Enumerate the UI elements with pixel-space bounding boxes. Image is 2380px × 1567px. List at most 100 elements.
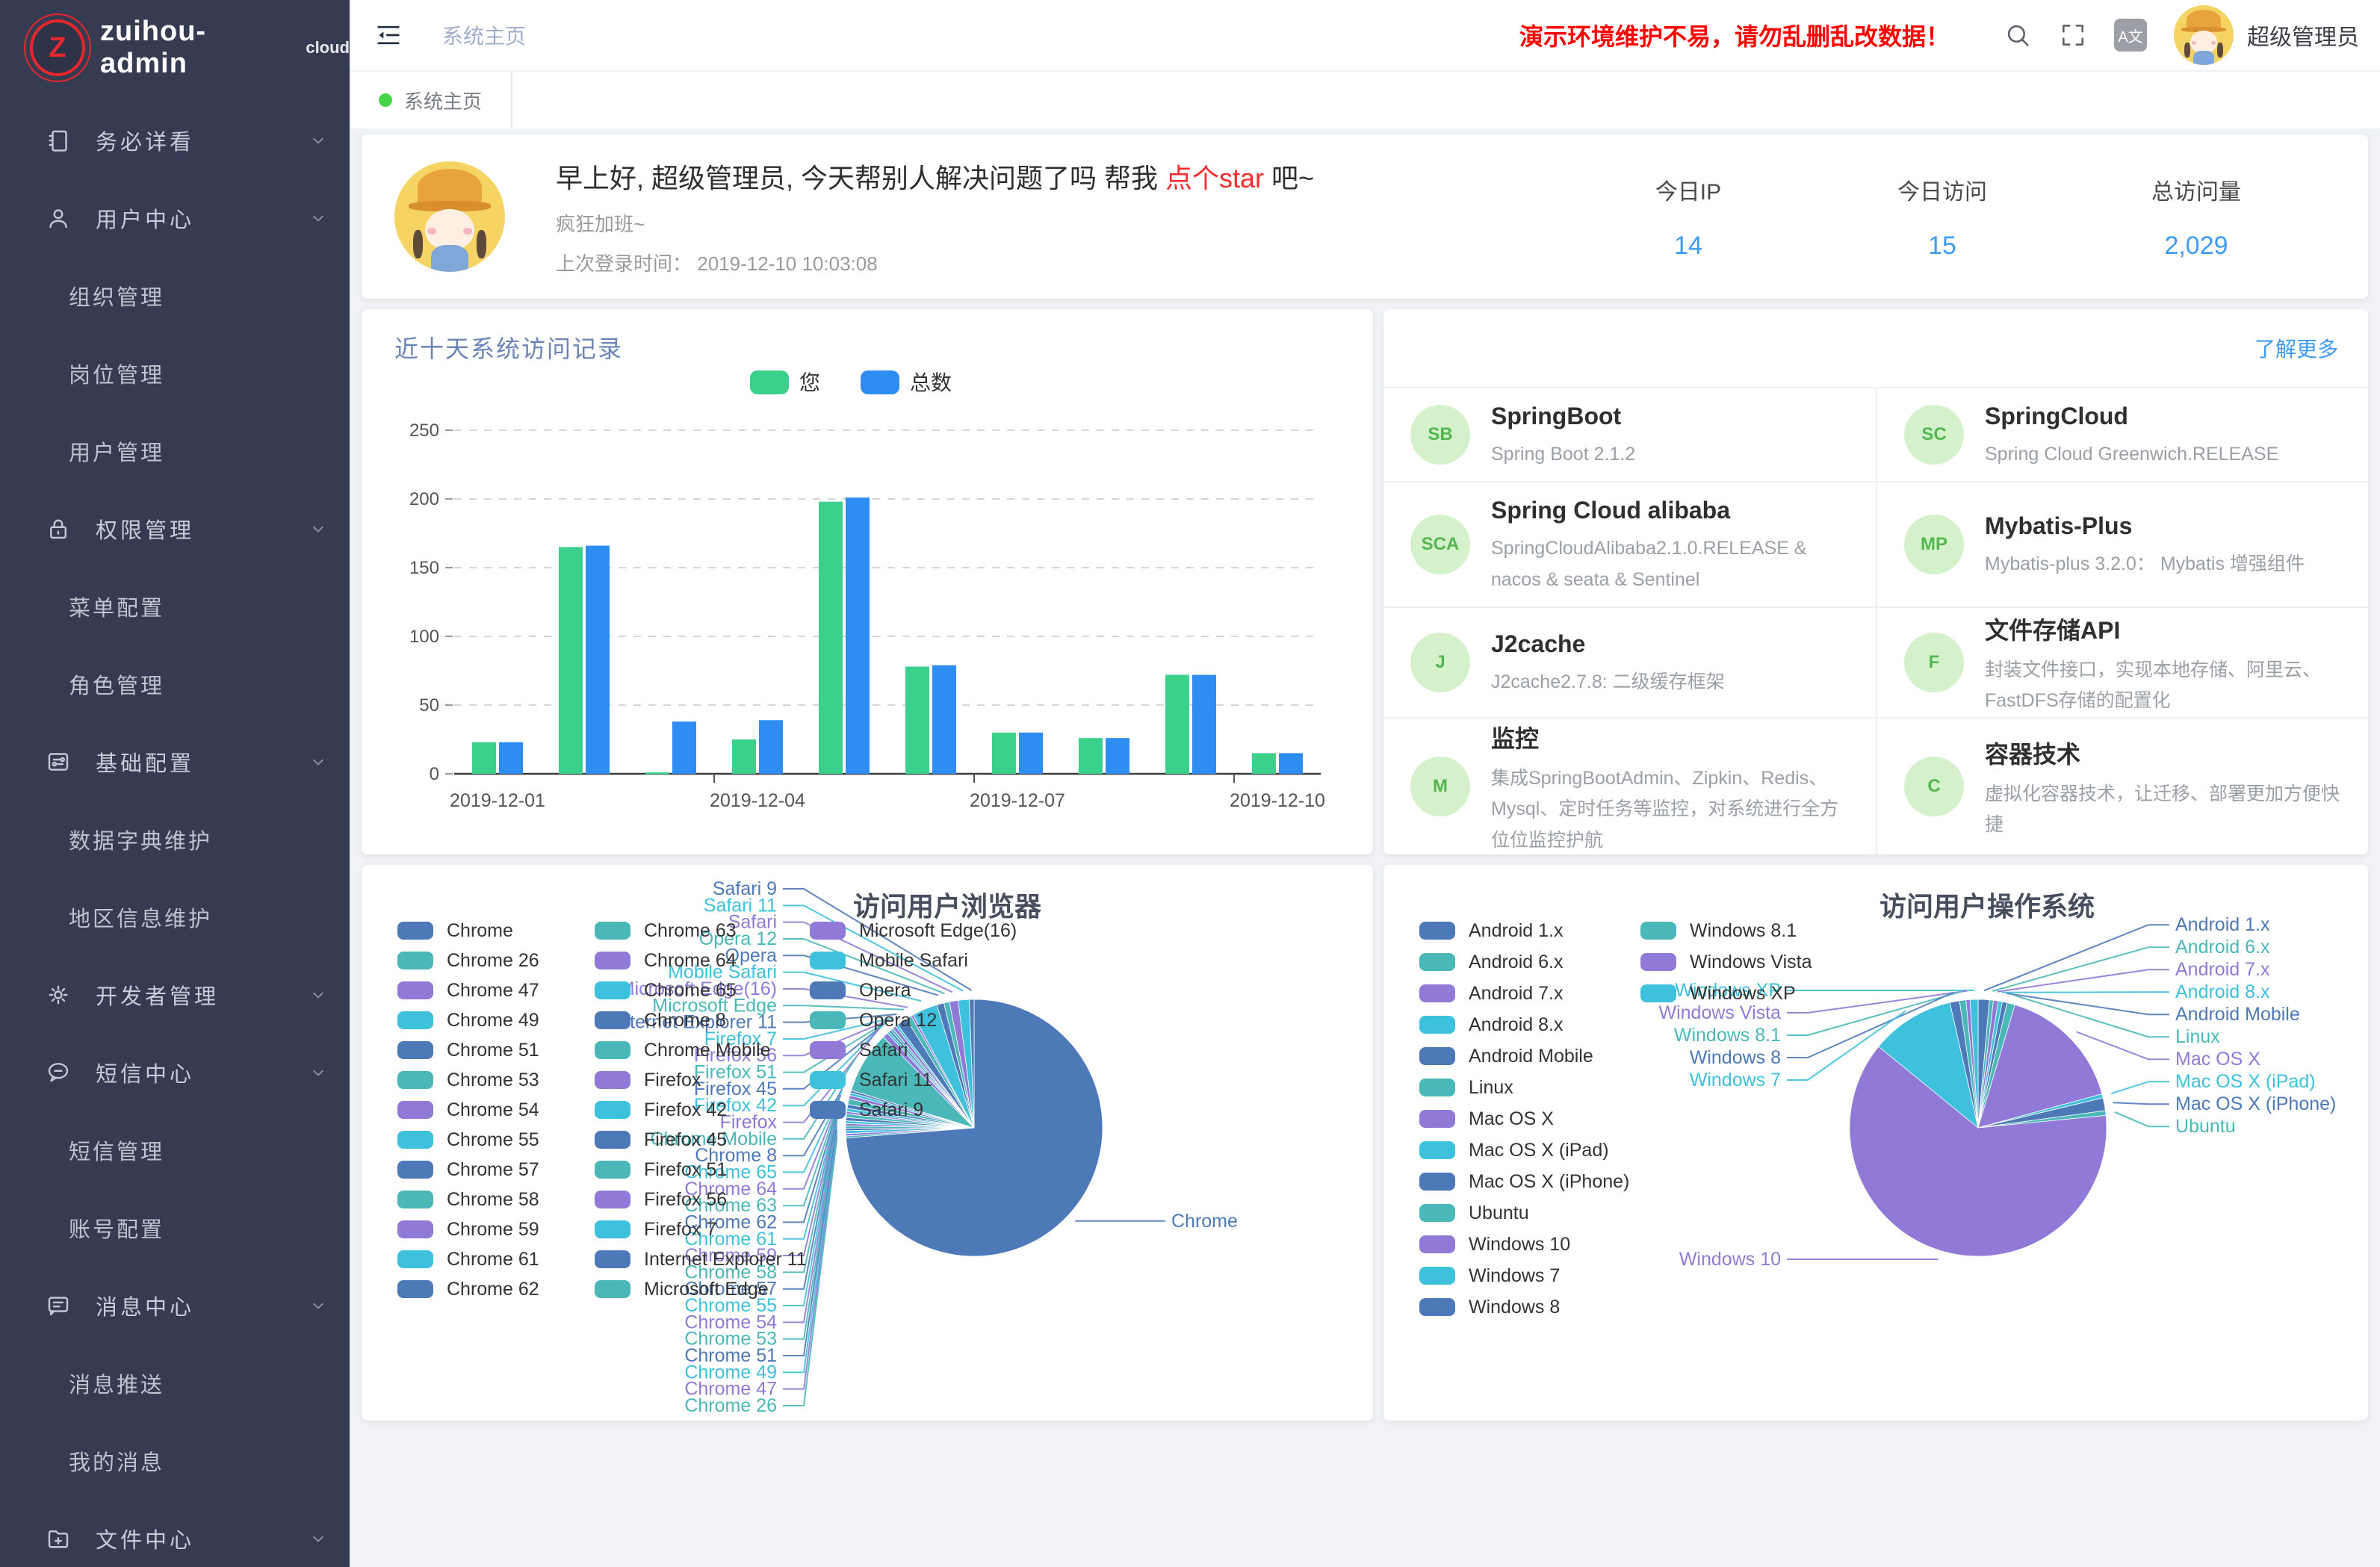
pie-legend-item[interactable]: Chrome 57 [397,1155,539,1185]
legend-swatch [1419,953,1455,971]
pie-legend-item[interactable]: Windows Vista [1640,947,1812,977]
sidebar-child-item[interactable]: 用户管理 [69,441,165,465]
pie-legend-item[interactable]: Chrome 65 [595,975,737,1005]
translate-icon[interactable]: A文 [2114,19,2147,52]
pie-legend-item[interactable]: Chrome 61 [397,1244,539,1274]
sidebar-child-item[interactable]: 地区信息维护 [69,907,213,931]
bar-legend-label[interactable]: 总数 [910,371,952,394]
pie-callout-label: Windows 10 [1679,1249,1781,1270]
legend-swatch [397,1071,433,1089]
pie-legend-item[interactable]: Chrome 64 [595,946,737,975]
pie-legend-item[interactable]: Windows 8 [1419,1292,1560,1322]
pie-legend-item[interactable]: Microsoft Edge(16) [810,916,1017,946]
pie-legend-item[interactable]: Safari [810,1035,908,1065]
stat-value[interactable]: 14 [1674,231,1702,260]
pie-legend-item[interactable]: Chrome 8 [595,1005,726,1035]
sidebar-child-item[interactable]: 我的消息 [69,1451,165,1475]
pie-legend-item[interactable]: Firefox 56 [595,1185,727,1214]
sidebar-group-item[interactable]: 务必详看 [0,102,350,179]
tab-home[interactable]: 系统主页 [350,72,512,128]
sidebar-child-item[interactable]: 组织管理 [69,286,165,310]
sidebar-group-item[interactable]: 消息中心 [0,1267,350,1344]
pie-legend-item[interactable]: Chrome 55 [397,1125,539,1155]
sidebar-group-item[interactable]: 基础配置 [0,723,350,801]
pie-legend-item[interactable]: Mac OS X [1419,1104,1554,1134]
sidebar-child-item[interactable]: 消息推送 [69,1374,165,1397]
pie-legend-item[interactable]: Android 1.x [1419,916,1563,946]
menu-fold-icon[interactable] [374,20,403,50]
stat-value[interactable]: 2,029 [2164,231,2228,260]
sidebar-group-item[interactable]: 权限管理 [0,490,350,568]
pie-legend-item[interactable]: Internet Explorer 11 [595,1244,807,1274]
sidebar-group-item[interactable]: 文件中心 [0,1500,350,1567]
pie-legend-item[interactable]: Chrome 51 [397,1035,539,1065]
bar-legend-swatch[interactable] [750,370,789,394]
pie-legend-item[interactable]: Chrome 26 [397,946,539,975]
pie-legend-item[interactable]: Opera 12 [810,1005,937,1035]
pie-legend-item[interactable]: Chrome 59 [397,1214,539,1244]
user-menu[interactable]: 超级管理员 [2174,5,2359,65]
pie-legend-item[interactable]: Windows 10 [1419,1229,1570,1259]
logo-badge: Z [30,19,85,76]
legend-swatch [810,922,846,940]
pie-callout-label: Mac OS X (iPad) [2175,1071,2316,1092]
bar-legend-swatch[interactable] [861,370,899,394]
fullscreen-icon[interactable] [2059,21,2087,49]
pie-legend-item[interactable]: Mobile Safari [810,946,968,975]
pie-legend-item[interactable]: Mac OS X (iPad) [1419,1135,1609,1165]
pie-callout-label: Chrome [1171,1211,1238,1232]
pie-legend-item[interactable]: Chrome [397,916,513,946]
pie-legend-item[interactable]: Ubuntu [1419,1198,1529,1228]
pie-callout-label: Safari 9 [713,878,777,899]
pie-legend-item[interactable]: Chrome 63 [595,916,737,946]
legend-label: Windows 8 [1469,1296,1561,1318]
pie-callout-label: Windows XP [1675,980,1781,1001]
pie-legend-item[interactable]: Chrome 58 [397,1185,539,1214]
sidebar-group-item[interactable]: 短信中心 [0,1034,350,1111]
app-logo[interactable]: Z zuihou-admin cloud [0,0,350,96]
learn-more-link[interactable]: 了解更多 [2254,338,2338,361]
pie-legend-item[interactable]: Chrome 47 [397,975,539,1005]
pie-legend-item[interactable]: Firefox 42 [595,1095,727,1125]
pie-legend-item[interactable]: Windows 7 [1419,1261,1560,1291]
pie-legend-item[interactable]: Mac OS X (iPhone) [1419,1167,1629,1197]
breadcrumb[interactable]: 系统主页 [442,25,527,48]
pie-legend-item[interactable]: Chrome 53 [397,1065,539,1095]
pie-legend-item[interactable]: Android 6.x [1419,947,1563,977]
bar-legend-label[interactable]: 您 [799,371,820,394]
pie-legend-item[interactable]: Chrome 54 [397,1095,539,1125]
pie-legend-item[interactable]: Safari 11 [810,1065,932,1095]
pie-legend-item[interactable]: Opera [810,975,911,1005]
pie-legend-item[interactable]: Chrome Mobile [595,1035,771,1065]
user-icon [45,205,72,232]
pie-legend-item[interactable]: Microsoft Edge [595,1274,769,1304]
stat-value[interactable]: 15 [1928,231,1956,260]
pie-legend-item[interactable]: Chrome 62 [397,1274,539,1304]
pie-legend-item[interactable]: Firefox 7 [595,1214,716,1244]
pie-legend-item[interactable]: Windows 8.1 [1640,916,1797,946]
search-icon[interactable] [2004,21,2032,49]
sidebar-child-item[interactable]: 短信管理 [69,1141,165,1164]
pie-legend-item[interactable]: Safari 9 [810,1095,923,1125]
legend-label: Chrome 59 [447,1218,539,1240]
sidebar-child-item[interactable]: 账号配置 [69,1218,165,1242]
sidebar-child-item[interactable]: 菜单配置 [69,597,165,621]
pie-legend-item[interactable]: Android 7.x [1419,978,1563,1008]
chevron-down-icon [308,1295,329,1316]
sidebar-group-item[interactable]: 开发者管理 [0,956,350,1034]
tech-title: Spring Cloud alibaba [1491,497,1731,524]
pie-legend-item[interactable]: Firefox [595,1065,701,1095]
sidebar-child-item[interactable]: 角色管理 [69,674,165,698]
pie-legend-item[interactable]: Android Mobile [1419,1041,1593,1071]
sidebar-child-item[interactable]: 岗位管理 [69,364,165,388]
pie-legend-item[interactable]: Firefox 45 [595,1125,727,1155]
star-link[interactable]: 点个star [1165,163,1265,193]
pie-legend-item[interactable]: Linux [1419,1073,1513,1102]
pie-legend-item[interactable]: Windows XP [1640,978,1796,1008]
sidebar-child-item[interactable]: 数据字典维护 [69,830,213,854]
sidebar-group-item[interactable]: 用户中心 [0,179,350,257]
pie-legend-item[interactable]: Firefox 51 [595,1155,727,1185]
pie-legend-item[interactable]: Chrome 49 [397,1005,539,1035]
legend-swatch [595,1071,630,1089]
pie-legend-item[interactable]: Android 8.x [1419,1010,1563,1040]
